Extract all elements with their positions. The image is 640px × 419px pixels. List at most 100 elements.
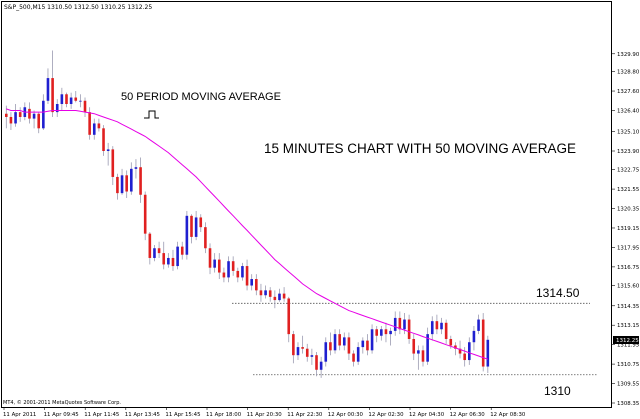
candle-body-bearish [236,270,240,278]
candle [227,256,230,283]
candle [389,327,392,346]
candle [468,337,471,365]
price-tick-label: 1313.15 [617,323,639,329]
candle-body-bearish [125,175,128,192]
copyright-text: MT4, © 2001-2011 MetaQuotes Software Cor… [3,399,121,406]
candle-body-bearish [204,227,207,249]
candle-body-bullish [278,293,281,301]
candle-body-bullish [134,167,138,169]
candle-body-bearish [5,113,8,117]
candle [139,157,142,203]
candle-body-bearish [463,353,466,361]
candle-body-bullish [153,248,156,258]
candle [199,214,203,233]
candle-body-bullish [264,290,267,296]
candle-body-bearish [148,233,152,258]
candle-body-bearish [83,100,87,113]
candle-body-bullish [403,319,406,330]
candle [18,107,22,122]
candle [412,334,416,361]
candle-body-bullish [79,100,82,102]
time-tick-label: 11 Apr 15:45 [165,412,200,418]
candle [282,287,286,302]
candle [338,329,341,351]
candle-body-bearish [111,149,115,177]
candle-body-bearish [255,279,258,291]
candle-body-bearish [65,94,68,105]
candle-body-bearish [88,112,91,135]
candle-body-bullish [194,217,198,237]
candle-body-bearish [259,290,263,296]
candle-body-bullish [430,321,434,335]
candle [454,342,457,356]
candle [278,288,281,302]
candle-body-bearish [199,217,203,228]
candle [208,243,212,275]
candle-body-bearish [268,290,272,297]
candle-body-bearish [143,194,147,234]
annotation-level-upper: 1314.50 [536,286,580,300]
candle [180,241,184,260]
candle-body-bearish [245,266,249,286]
candle [375,326,378,343]
candle-body-bullish [185,215,189,255]
price-tick-label: 1315.60 [617,284,640,290]
price-tick-label: 1323.90 [617,149,640,155]
candle [231,256,235,276]
candle-body-bearish [454,345,457,349]
candle-body-bullish [380,329,383,336]
candle-body-bearish [315,355,318,370]
candles-series [5,50,490,378]
candle-body-bullish [310,355,314,357]
candle [287,296,291,343]
time-tick-label: 12 Apr 02:30 [368,412,404,418]
candle-body-bullish [250,279,253,286]
candle-body-bullish [370,329,374,351]
time-tick-label: 11 Apr 11:45 [84,412,119,418]
candle-body-bearish [398,317,402,330]
candle [250,274,253,291]
candle-body-bearish [481,319,485,367]
candle [426,327,429,365]
time-tick-label: 12 Apr 04:30 [409,412,445,418]
candle [301,335,304,354]
candle-body-bullish [477,319,480,331]
candle-body-bearish [51,78,54,113]
candle-body-bearish [421,350,425,362]
candle-body-bullish [176,246,179,267]
candle-body-bearish [292,334,295,356]
candle [92,118,96,140]
candle-body-bearish [157,248,161,254]
price-tick-label: 1327.60 [617,89,640,95]
candle [116,173,119,200]
candle [171,249,175,271]
candle [143,191,147,241]
candle-body-bullish [389,330,392,335]
candle [329,332,332,356]
candle-body-bullish [468,342,471,361]
candle [481,313,485,372]
candle-body-bearish [444,322,448,339]
candle [366,334,369,356]
price-tick-label: 1321.55 [617,187,639,193]
candle [407,314,411,344]
current-price-box [613,336,639,344]
candle-body-bullish [14,112,17,124]
price-tick-label: 1320.35 [617,207,639,213]
candle-body-bearish [139,167,142,195]
candle-body-bearish [9,116,13,124]
candle-body-bearish [375,329,378,336]
candle [393,311,397,336]
annotation-level-lower: 1310 [544,384,571,398]
candle-body-bearish [116,176,119,194]
candle-body-bearish [338,334,341,346]
time-tick-label: 11 Apr 20:30 [247,412,283,418]
candle-body-bullish [241,266,244,278]
candle-body-bullish [69,97,73,105]
candle-body-bullish [106,149,110,152]
candle-body-bearish [162,253,166,265]
candle-body-bearish [171,257,175,267]
candle [264,285,267,299]
candle [342,332,346,351]
candle [157,241,161,258]
